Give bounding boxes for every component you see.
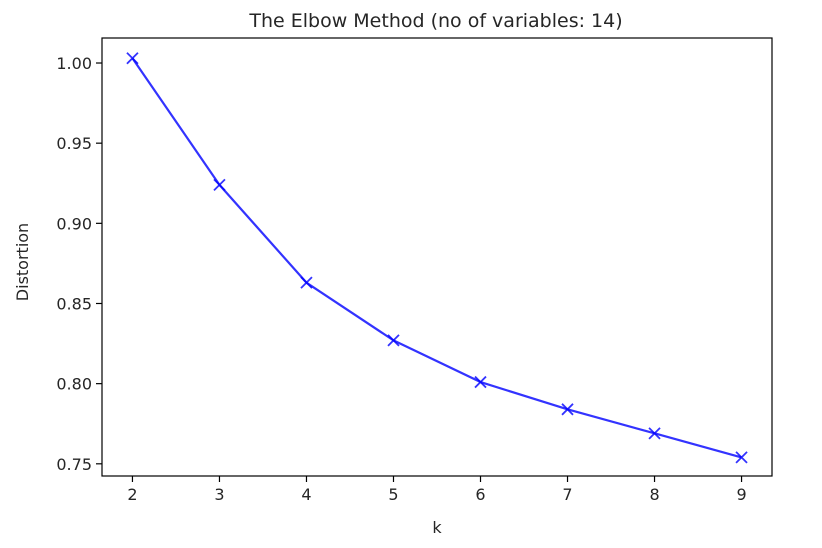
series-line-0 [131, 57, 742, 459]
data-point-k6 [474, 375, 487, 389]
y-tick-label-0.75: 0.75 [56, 455, 92, 474]
y-tick-label-0.80: 0.80 [56, 375, 92, 394]
y-tick-label-0.90: 0.90 [56, 214, 92, 233]
x-tick-label-5: 5 [388, 485, 398, 504]
x-tick-label-4: 4 [301, 485, 311, 504]
x-tick-label-2: 2 [127, 485, 137, 504]
x-tick-label-9: 9 [736, 485, 746, 504]
y-axis-title: Distortion [13, 223, 32, 301]
x-axis-title: k [432, 518, 442, 537]
x-tick-label-6: 6 [475, 485, 485, 504]
y-tick-label-0.85: 0.85 [56, 294, 92, 313]
chart-title: The Elbow Method (no of variables: 14) [248, 10, 622, 32]
x-tick-label-3: 3 [214, 485, 224, 504]
axes-frame [101, 37, 773, 477]
data-point-k2 [126, 52, 139, 65]
x-tick-label-7: 7 [562, 485, 572, 504]
plot-area: 2 3 4 5 6 7 8 9 0.75 0.80 0.85 0.90 0.95 1.00 [56, 37, 773, 504]
data-point-k8 [648, 427, 661, 440]
data-point-k4 [300, 276, 313, 289]
data-point-k3 [213, 178, 226, 191]
data-point-k7 [561, 403, 574, 416]
x-tick-label-8: 8 [649, 485, 659, 504]
y-tick-label-0.95: 0.95 [56, 134, 92, 153]
data-point-k9 [735, 451, 748, 464]
y-tick-label-1.00: 1.00 [56, 54, 92, 73]
data-point-k5 [387, 334, 400, 347]
